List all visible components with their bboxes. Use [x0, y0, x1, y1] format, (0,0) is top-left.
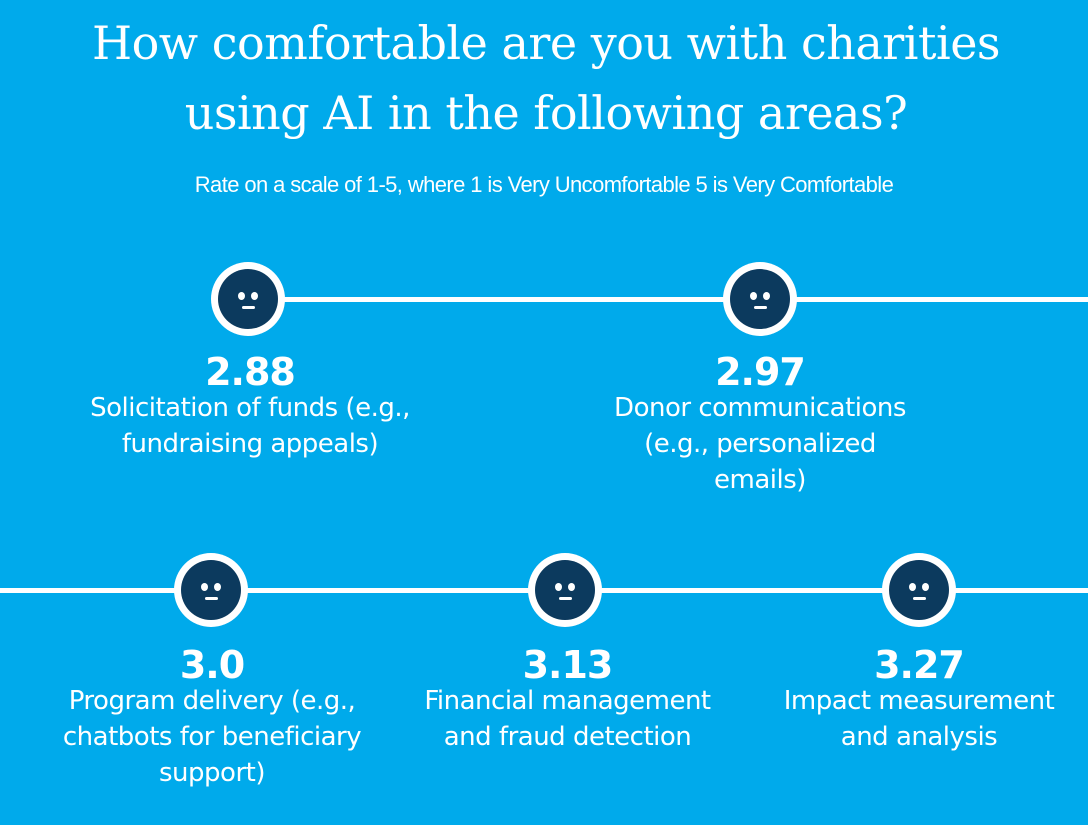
face-mouth [205, 597, 218, 600]
face-eye [750, 292, 757, 300]
rating-label-line: (e.g., personalized [644, 429, 876, 459]
rating-label-line: fundraising appeals) [121, 429, 379, 459]
rating-item: 2.97 Donor communications (e.g., persona… [550, 352, 970, 498]
rating-scale-note: Rate on a scale of 1-5, where 1 is Very … [194, 172, 894, 197]
rating-label-line: chatbots for beneficiary [62, 722, 362, 752]
rating-value: 2.97 [715, 350, 806, 394]
rating-label-line: and fraud detection [443, 722, 692, 752]
rating-marker [882, 553, 956, 627]
rating-item: 3.13 Financial management and fraud dete… [385, 645, 750, 755]
rating-value: 3.0 [179, 643, 245, 687]
rating-marker [174, 553, 248, 627]
rating-label-line: support) [159, 758, 265, 788]
rating-marker [528, 553, 602, 627]
face-eye [238, 292, 245, 300]
neutral-face-icon [535, 560, 595, 620]
rating-label: Donor communications (e.g., personalized… [550, 390, 970, 498]
rating-label-line: Program delivery (e.g., [68, 686, 356, 716]
face-mouth [559, 597, 572, 600]
rating-item: 3.27 Impact measurement and analysis [750, 645, 1088, 755]
rating-item: 3.0 Program delivery (e.g., chatbots for… [22, 645, 402, 791]
rating-value: 3.27 [874, 643, 965, 687]
face-mouth [754, 306, 767, 309]
rating-label-line: Financial management [424, 686, 711, 716]
face-eye [251, 292, 258, 300]
face-eye [201, 583, 208, 591]
neutral-face-icon [889, 560, 949, 620]
face-eye [922, 583, 929, 591]
rating-label: Financial management and fraud detection [385, 683, 750, 755]
rating-label: Impact measurement and analysis [750, 683, 1088, 755]
rating-label-line: Impact measurement [783, 686, 1055, 716]
neutral-face-icon [218, 269, 278, 329]
face-eye [909, 583, 916, 591]
face-mouth [913, 597, 926, 600]
rating-marker [723, 262, 797, 336]
rating-label-line: Donor communications [614, 393, 906, 423]
face-eye [763, 292, 770, 300]
rating-item: 2.88 Solicitation of funds (e.g., fundra… [40, 352, 460, 462]
rating-label-line: and analysis [840, 722, 998, 752]
face-mouth [242, 306, 255, 309]
rating-label: Program delivery (e.g., chatbots for ben… [22, 683, 402, 791]
face-eye [555, 583, 562, 591]
top-timeline-line [248, 297, 1088, 302]
page-title-line-1: How comfortable are you with charities [91, 16, 1001, 70]
face-eye [214, 583, 221, 591]
rating-label: Solicitation of funds (e.g., fundraising… [40, 390, 460, 462]
neutral-face-icon [181, 560, 241, 620]
face-eye [568, 583, 575, 591]
neutral-face-icon [730, 269, 790, 329]
rating-label-line: emails) [714, 465, 806, 495]
rating-value: 2.88 [205, 350, 296, 394]
rating-marker [211, 262, 285, 336]
page-title-line-2: using AI in the following areas? [184, 86, 908, 140]
rating-value: 3.13 [522, 643, 614, 687]
rating-label-line: Solicitation of funds (e.g., [90, 393, 410, 423]
